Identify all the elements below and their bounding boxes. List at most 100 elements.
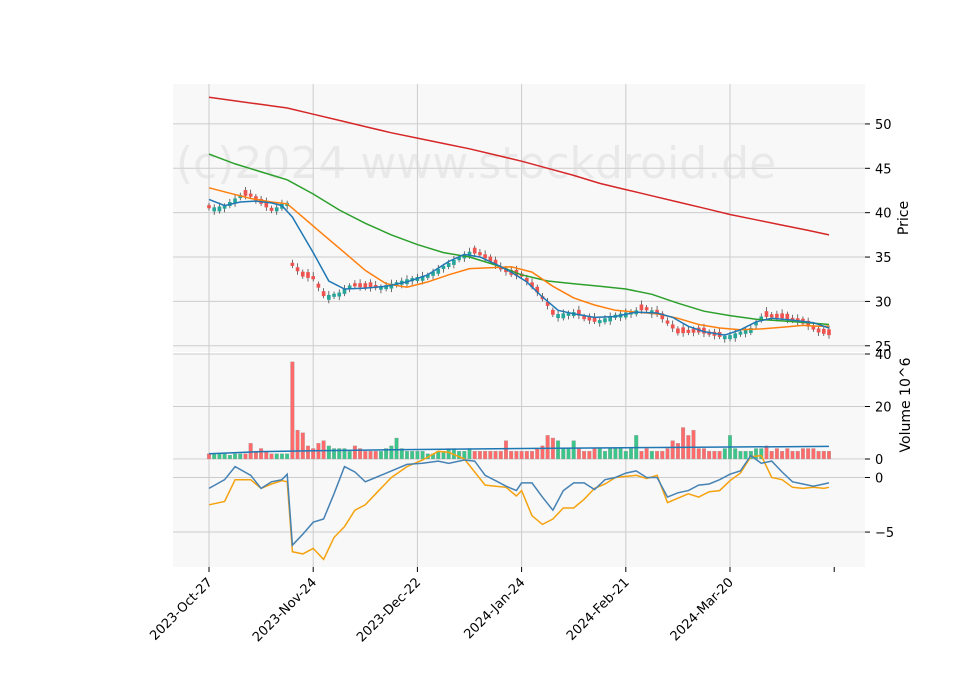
- volume-bar: [306, 445, 310, 460]
- volume-bar: [701, 448, 706, 460]
- volume-bar: [618, 448, 623, 460]
- volume-bar: [806, 448, 811, 460]
- candle-body: [545, 301, 550, 306]
- volume-bar: [285, 453, 290, 460]
- grid-lines: [173, 84, 865, 567]
- price-layer: [207, 96, 831, 343]
- volume-bar: [769, 450, 774, 460]
- volume-bar: [457, 450, 462, 460]
- volume-bar: [410, 450, 415, 460]
- candle-body: [483, 254, 487, 259]
- volume-bar: [785, 448, 790, 460]
- candle-body: [306, 272, 310, 278]
- volume-bar: [504, 440, 508, 460]
- volume-bar: [248, 443, 253, 460]
- volume-bar: [571, 440, 576, 460]
- volume-bar: [378, 450, 383, 460]
- candle-body: [217, 206, 222, 212]
- volume-bar: [722, 448, 727, 460]
- volume-bar: [712, 450, 717, 460]
- candle-body: [436, 268, 441, 274]
- candle-body: [644, 307, 649, 311]
- candle-body: [702, 327, 706, 334]
- volume-bar: [696, 448, 701, 460]
- candle-body: [472, 247, 477, 254]
- volume-bar: [576, 448, 581, 460]
- volume-bar: [592, 448, 597, 460]
- candle-body: [769, 314, 774, 318]
- candle-body: [587, 316, 592, 321]
- candle-body: [530, 282, 534, 288]
- volume-bar: [644, 448, 649, 460]
- candle-body: [269, 207, 274, 211]
- candle-body: [379, 286, 383, 290]
- candle-body: [316, 283, 321, 288]
- volume-bar: [405, 450, 409, 460]
- volume-bar: [488, 450, 493, 460]
- x-tick-label: 2024-Mar-20: [668, 575, 737, 644]
- volume-bar: [290, 361, 295, 460]
- candle-body: [327, 294, 331, 300]
- volume-bar: [811, 448, 816, 460]
- volume-bar: [540, 445, 545, 460]
- candle-body: [222, 205, 227, 209]
- volume-bar: [222, 453, 227, 460]
- volume-bar: [415, 450, 420, 460]
- volume-bar: [608, 448, 613, 460]
- volume-bar: [556, 440, 561, 460]
- volume-bar: [389, 445, 394, 460]
- candle-body: [321, 291, 326, 297]
- volume-bar: [337, 448, 342, 460]
- candle-body: [457, 257, 461, 261]
- candle-body: [764, 311, 769, 317]
- candle-body: [827, 329, 831, 336]
- candle-body: [691, 328, 696, 333]
- volume-bar: [498, 450, 503, 460]
- price-axis-label: Price: [896, 201, 912, 235]
- candle-body: [452, 260, 456, 265]
- volume-bar: [321, 440, 326, 460]
- candle-body: [431, 271, 435, 276]
- candle-body: [347, 285, 352, 289]
- sma-red-line: [208, 96, 830, 236]
- candle-body: [775, 313, 779, 318]
- candle-body: [592, 316, 597, 322]
- volume-bar: [274, 453, 279, 460]
- candle-body: [597, 320, 602, 324]
- candle-body: [728, 335, 732, 340]
- volume-bar: [597, 448, 602, 460]
- volume-bar: [483, 450, 488, 460]
- volume-bar: [670, 440, 675, 460]
- candle-body: [811, 326, 816, 330]
- volume-bar: [373, 450, 378, 460]
- volume-bar: [681, 427, 686, 460]
- volume-bar: [790, 450, 795, 460]
- volume-bar: [233, 453, 238, 460]
- candle-body: [446, 262, 451, 267]
- volume-bar: [602, 450, 607, 460]
- volume-bar: [347, 450, 352, 460]
- watermark: (c)2024 www.stockdroid.de: [176, 138, 776, 189]
- volume-bar: [352, 445, 357, 460]
- volume-bar: [743, 450, 748, 460]
- candle-body: [295, 267, 300, 272]
- candle-body: [274, 207, 279, 212]
- candle-body: [749, 328, 753, 333]
- candle-body: [493, 259, 498, 266]
- candle-body: [821, 328, 826, 334]
- volume-bar: [795, 450, 800, 460]
- candle-body: [759, 316, 764, 321]
- volume-average-line: [208, 445, 830, 455]
- volume-bar: [467, 448, 472, 460]
- candle-body: [561, 313, 566, 319]
- volume-bar: [639, 450, 644, 460]
- candle-body: [212, 207, 217, 212]
- candle-body: [806, 320, 810, 327]
- volume-layer: [207, 361, 831, 460]
- volume-bar: [649, 450, 654, 460]
- oscillator-layer: [208, 450, 830, 561]
- volume-bar: [217, 453, 222, 460]
- price-tick-label: 30: [875, 295, 892, 310]
- volume-bar: [227, 454, 232, 460]
